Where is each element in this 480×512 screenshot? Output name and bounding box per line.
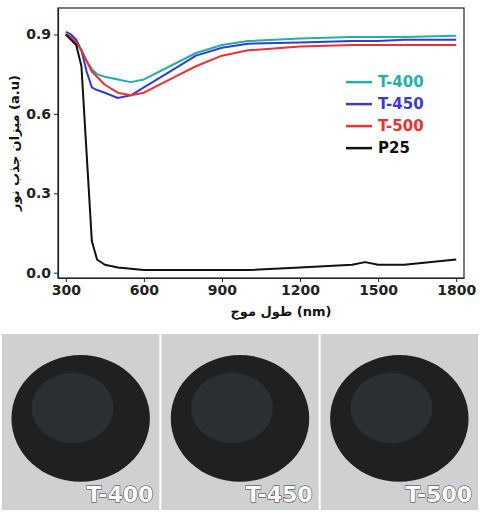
series-line [66,32,456,98]
x-axis: 300 600 900 1200 1500 1800 [52,278,477,298]
legend-label: T-400 [378,73,424,91]
legend-label: T-450 [378,95,424,113]
legend: T-400 T-450 T-500 P25 [346,73,424,157]
x-tick: 1200 [281,278,320,298]
y-tick: 0.0 [26,265,58,281]
x-tick: 1500 [359,278,398,298]
y-axis-line [58,9,59,279]
x-tick: 300 [52,278,81,298]
powder [171,355,309,482]
y-tick: 0.9 [26,26,58,42]
photo-label: T-500 [405,482,472,507]
x-tick: 1800 [437,278,476,298]
series-line [66,34,456,270]
y-tick-label: 0.9 [26,26,51,42]
photo-panel: T-500 [321,334,478,510]
plot: 3006009001200150018000.00.30.60.9T-400T-… [26,8,476,298]
powder-highlight [350,373,432,443]
powder [11,355,149,482]
legend-swatch [346,147,372,150]
y-tick-label: 0.0 [26,265,51,281]
photo-background [321,334,478,510]
x-axis-title: طول موج (nm) [231,304,332,320]
series-lines [66,32,456,270]
x-axis-line [59,278,465,279]
powder [330,355,468,482]
y-tick-mark [54,273,58,274]
legend-swatch [346,103,372,106]
plot-frame [58,8,464,278]
y-tick-label: 0.3 [26,185,51,201]
legend-label: T-500 [378,117,424,135]
powder-highlight [191,373,273,443]
x-tick-label: 1200 [281,282,320,298]
y-tick: 0.3 [26,185,58,201]
y-axis: 0.0 0.3 0.6 0.9 [26,9,58,281]
x-tick-label: 900 [208,282,237,298]
legend-label: P25 [378,139,410,157]
x-tick: 900 [208,278,237,298]
y-tick-mark [54,193,58,194]
powder-highlight [32,373,114,443]
photo-panel: T-400 [2,334,159,510]
series-line [66,34,456,95]
x-tick-label: 1800 [437,282,476,298]
y-tick-mark [54,114,58,115]
y-tick-mark [54,34,58,35]
x-tick: 600 [130,278,159,298]
photo-panel: T-450 [161,334,318,510]
x-tick-label: 600 [130,282,159,298]
photo-label: T-400 [87,482,154,507]
legend-swatch [346,125,372,128]
photo-label: T-450 [246,482,313,507]
photo-background [2,334,159,510]
y-tick: 0.6 [26,106,58,122]
figure: 3006009001200150018000.00.30.60.9T-400T-… [0,0,480,512]
photo-background [161,334,318,510]
y-axis-title: میزان جذب نور (a.u) [7,75,22,212]
x-tick-label: 1500 [359,282,398,298]
legend-swatch [346,81,372,84]
photo-row: T-400 T-450 T-500 [2,334,478,510]
y-tick-label: 0.6 [26,106,51,122]
x-tick-label: 300 [52,282,81,298]
